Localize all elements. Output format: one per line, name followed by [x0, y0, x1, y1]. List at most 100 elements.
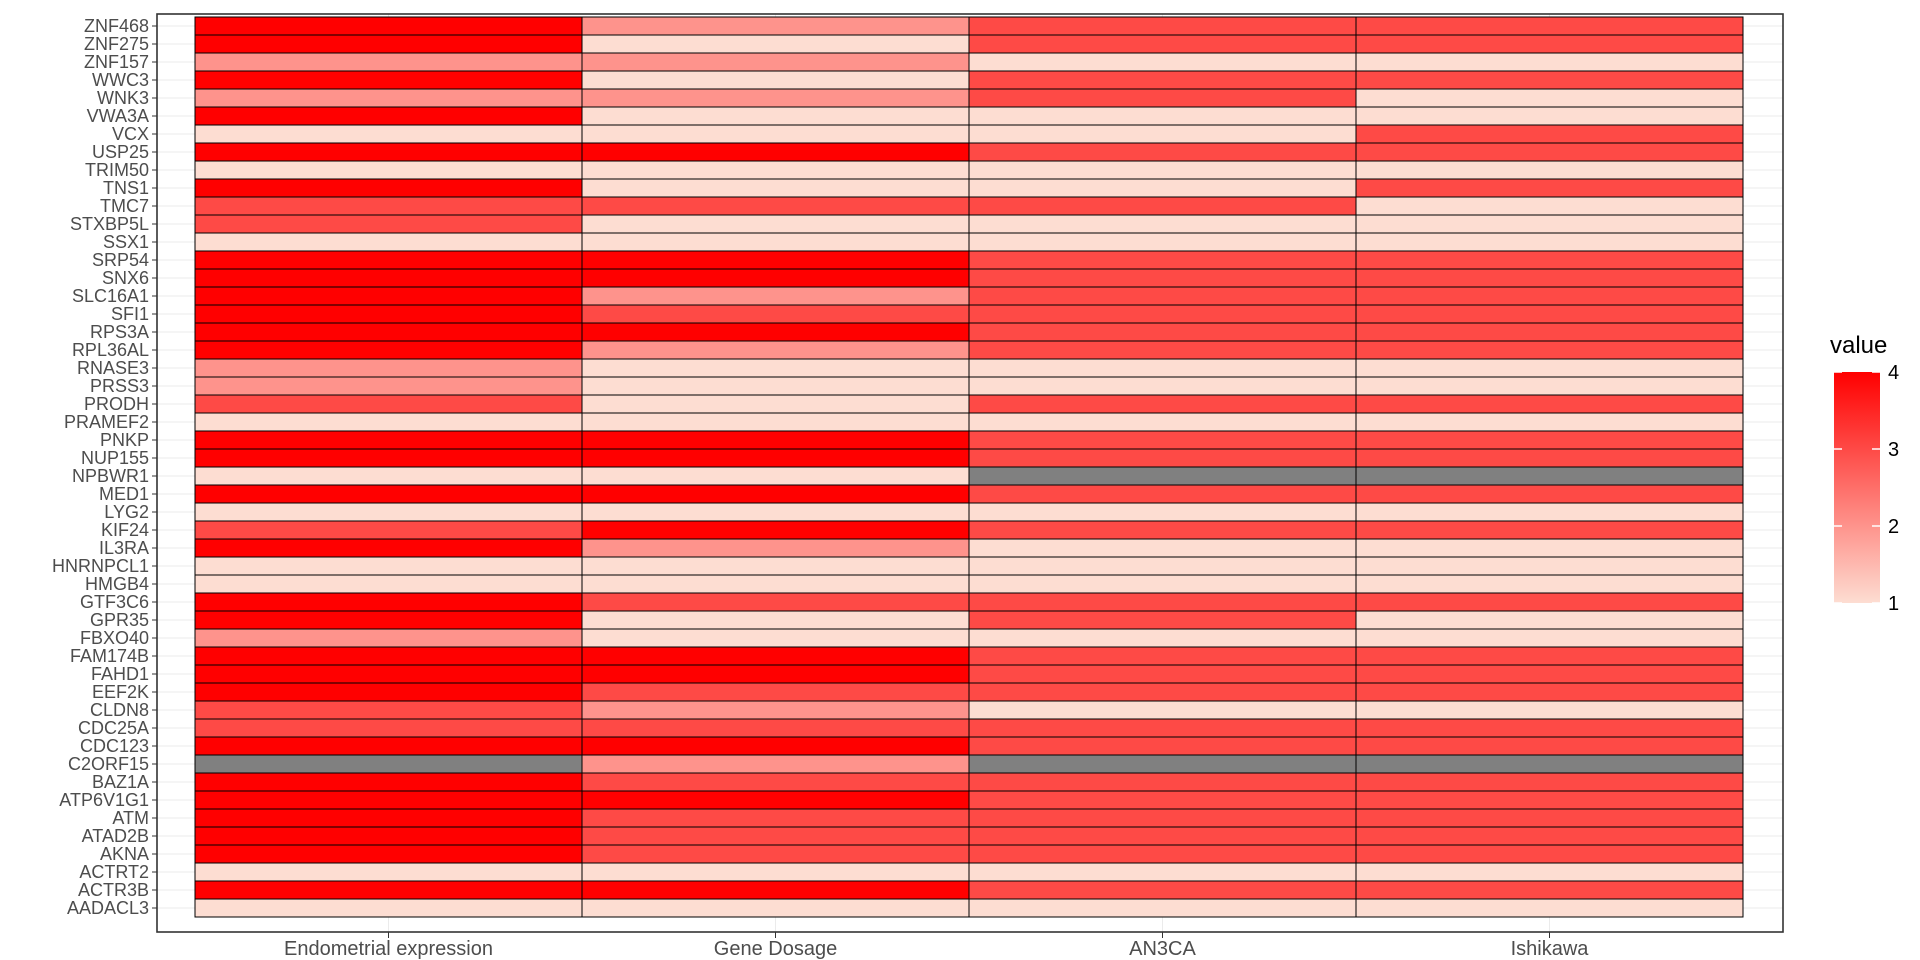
heatmap-cell	[968, 538, 1357, 558]
y-tick-label: NUP155	[81, 448, 149, 468]
heatmap-cell	[968, 754, 1357, 774]
heatmap-cell	[1355, 556, 1744, 576]
x-axis: Endometrial expression Gene Dosage AN3CA Is…	[284, 932, 1589, 960]
y-tick-label: ATM	[112, 808, 149, 828]
heatmap-cell	[581, 340, 970, 360]
heatmap-cell	[1355, 754, 1744, 774]
heatmap-cell	[1355, 898, 1744, 918]
y-tick-label: FBXO40	[80, 628, 149, 648]
heatmap-cell	[1355, 322, 1744, 342]
heatmap-cell	[1355, 538, 1744, 558]
heatmap-cell	[968, 484, 1357, 504]
panel-border	[156, 13, 1784, 933]
heatmap-cell	[1355, 880, 1744, 900]
heatmap-cell	[194, 340, 583, 360]
heatmap-cell	[1355, 142, 1744, 162]
y-tick-label: AKNA	[100, 844, 149, 864]
heatmap-cell	[194, 754, 583, 774]
heatmap-cell	[581, 502, 970, 522]
y-tick-label: ZNF275	[84, 34, 149, 54]
heatmap-cell	[194, 772, 583, 792]
heatmap-cell	[194, 16, 583, 36]
heatmap-cell	[194, 160, 583, 180]
heatmap-cell	[194, 736, 583, 756]
y-tick-label: ATP6V1G1	[59, 790, 149, 810]
heatmap-cell	[968, 178, 1357, 198]
heatmap-cell	[194, 214, 583, 234]
heatmap-cell	[194, 808, 583, 828]
heatmap-cell	[968, 502, 1357, 522]
heatmap-cell	[968, 52, 1357, 72]
heatmap-cell	[1355, 736, 1744, 756]
heatmap-cell	[1355, 70, 1744, 90]
heatmap-cell	[968, 70, 1357, 90]
heatmap-cell	[1355, 376, 1744, 396]
heatmap-cell	[968, 736, 1357, 756]
heatmap-cell	[581, 304, 970, 324]
heatmap-cell	[194, 538, 583, 558]
y-tick-label: SNX6	[102, 268, 149, 288]
heatmap-cell	[581, 178, 970, 198]
heatmap-cell	[194, 142, 583, 162]
legend-tick-label: 2	[1888, 516, 1899, 538]
heatmap-cell	[968, 88, 1357, 108]
heatmap-cell	[194, 358, 583, 378]
y-tick-label: ACTR3B	[78, 880, 149, 900]
heatmap-cell	[194, 502, 583, 522]
heatmap-cell	[194, 790, 583, 810]
heatmap-cell	[581, 790, 970, 810]
heatmap-cell	[1355, 304, 1744, 324]
heatmap-cell	[581, 106, 970, 126]
y-tick-label: VCX	[112, 124, 149, 144]
heatmap-cell	[581, 448, 970, 468]
heatmap-cell	[1355, 520, 1744, 540]
heatmap-cell	[1355, 160, 1744, 180]
y-tick-label: VWA3A	[87, 106, 149, 126]
y-tick-label: SFI1	[111, 304, 149, 324]
heatmap-cell	[1355, 448, 1744, 468]
heatmap-cell	[968, 664, 1357, 684]
heatmap-cell	[1355, 412, 1744, 432]
heatmap-cell	[968, 880, 1357, 900]
heatmap-cell	[581, 466, 970, 486]
heatmap-cell	[1355, 808, 1744, 828]
heatmap-cell	[1355, 484, 1744, 504]
heatmap-cell	[968, 700, 1357, 720]
heatmap-cell	[968, 214, 1357, 234]
y-tick-label: CDC123	[80, 736, 149, 756]
y-tick-label: ZNF468	[84, 16, 149, 36]
y-tick-label: C2ORF15	[68, 754, 149, 774]
heatmap-cell	[968, 124, 1357, 144]
heatmap-cell	[968, 682, 1357, 702]
heatmap-cell	[194, 286, 583, 306]
heatmap-cell	[968, 466, 1357, 486]
heatmap-cell	[581, 394, 970, 414]
heatmap-cell	[581, 592, 970, 612]
heatmap-cell	[1355, 592, 1744, 612]
y-tick-label: AADACL3	[67, 898, 149, 918]
heatmap-cell	[1355, 466, 1744, 486]
heatmap-cell	[1355, 646, 1744, 666]
y-tick-label: GTF3C6	[80, 592, 149, 612]
heatmap-cell	[194, 664, 583, 684]
heatmap-cell	[968, 394, 1357, 414]
heatmap-cell	[581, 16, 970, 36]
heatmap-cell	[194, 34, 583, 54]
heatmap-cell	[194, 106, 583, 126]
heatmap-cell	[194, 520, 583, 540]
heatmap-cell	[581, 772, 970, 792]
heatmap-cell	[194, 304, 583, 324]
heatmap-cell	[581, 538, 970, 558]
heatmap-cell	[581, 160, 970, 180]
heatmap-cell	[1355, 682, 1744, 702]
heatmap-cell	[581, 484, 970, 504]
heatmap-cell	[581, 286, 970, 306]
heatmap-cell	[581, 718, 970, 738]
heatmap-cell	[581, 34, 970, 54]
heatmap-cell	[968, 844, 1357, 864]
heatmap-cell	[194, 88, 583, 108]
y-tick-label: WNK3	[97, 88, 149, 108]
heatmap-cell	[581, 898, 970, 918]
heatmap-cell	[1355, 196, 1744, 216]
y-tick-label: PRSS3	[90, 376, 149, 396]
